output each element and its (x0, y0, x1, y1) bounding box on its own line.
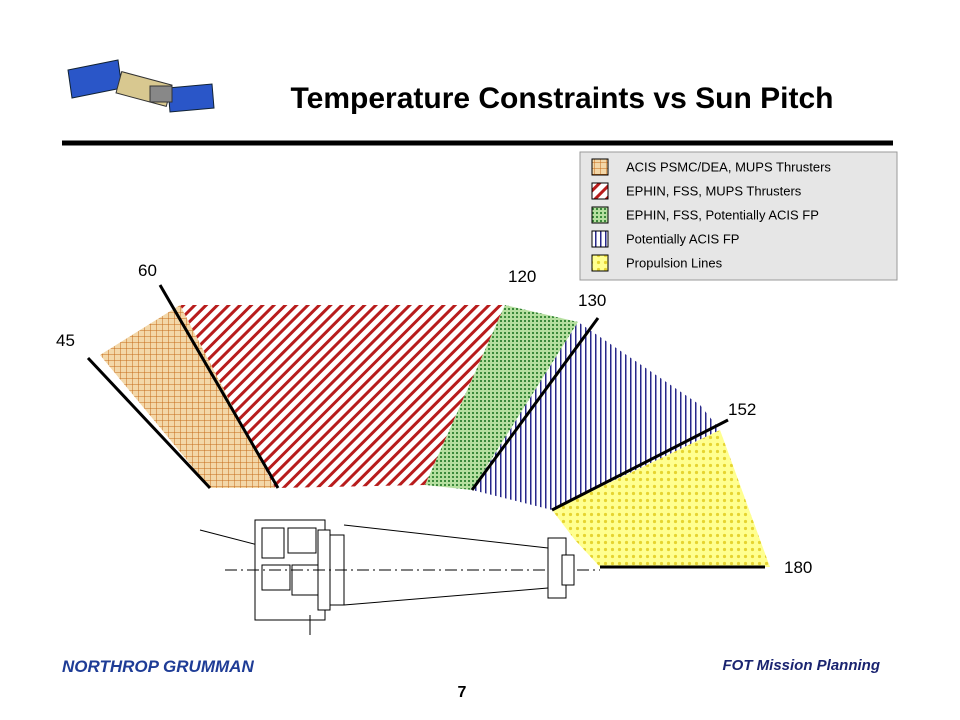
legend-label: ACIS PSMC/DEA, MUPS Thrusters (626, 159, 831, 174)
legend-label: EPHIN, FSS, Potentially ACIS FP (626, 207, 819, 222)
pitch-label: 152 (728, 400, 756, 419)
page-number: 7 (458, 684, 467, 701)
legend-label: Propulsion Lines (626, 255, 723, 270)
legend-label: EPHIN, FSS, MUPS Thrusters (626, 183, 802, 198)
company-name: NORTHROP GRUMMAN (62, 657, 254, 676)
pitch-label: 120 (508, 267, 536, 286)
legend-label: Potentially ACIS FP (626, 231, 739, 246)
zone-propulsion (552, 430, 770, 567)
zone-ephin-acis (425, 305, 578, 490)
pitch-label: 130 (578, 291, 606, 310)
pitch-label: 180 (784, 558, 812, 577)
zone-acis-psmc (100, 305, 275, 488)
legend: ACIS PSMC/DEA, MUPS Thrusters EPHIN, FSS… (579, 151, 898, 281)
pitch-lines (86, 284, 765, 569)
logo (67, 59, 215, 113)
zone-ephin-mups (180, 305, 505, 488)
spacecraft (199, 519, 600, 635)
pitch-label: 45 (56, 331, 75, 350)
zone-acis-fp (472, 322, 720, 510)
footer-section: FOT Mission Planning (723, 657, 881, 674)
title: Temperature Constraints vs Sun Pitch (291, 82, 834, 115)
pitch-label: 60 (138, 261, 157, 280)
